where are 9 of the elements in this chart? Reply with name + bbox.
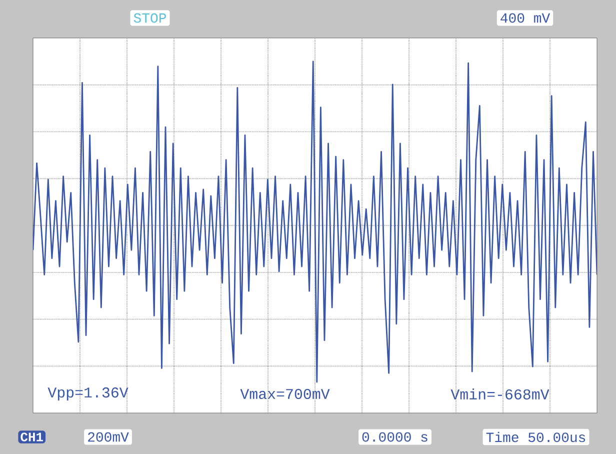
text: Vmin=-668mV <box>450 388 550 400</box>
text: STOP <box>134 13 166 23</box>
text: 400 mV <box>500 13 550 23</box>
text: Time 50.00us <box>486 432 586 442</box>
text: 0.0000 s <box>362 432 428 442</box>
text: CH1 <box>20 432 43 442</box>
text: Vpp=1.36V <box>48 387 128 401</box>
text: Vmax=700mV <box>240 388 330 400</box>
text: 200mV <box>88 432 129 442</box>
